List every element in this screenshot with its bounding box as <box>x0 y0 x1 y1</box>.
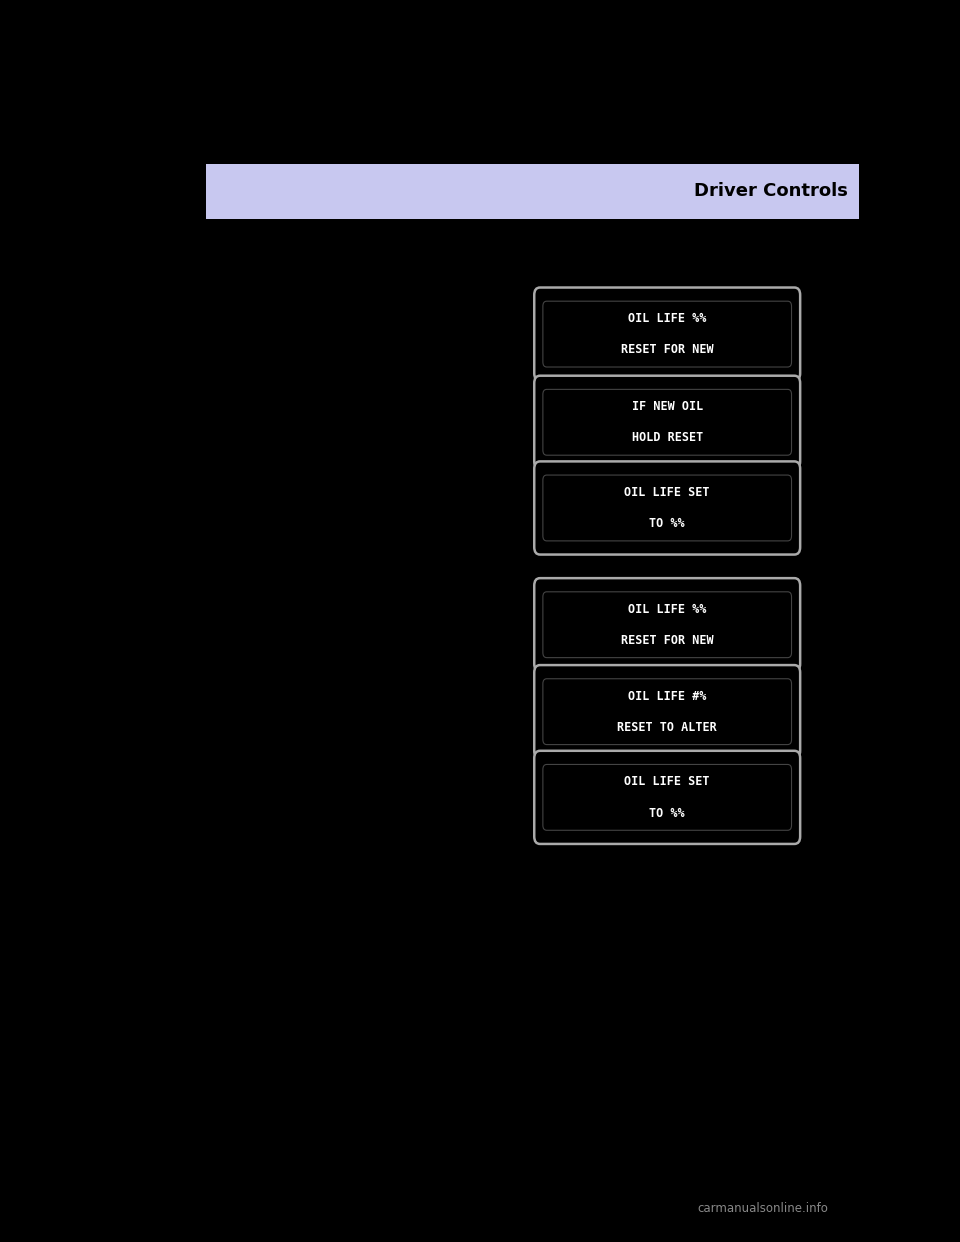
Text: Driver Controls: Driver Controls <box>694 183 848 200</box>
Text: HOLD RESET: HOLD RESET <box>632 431 703 445</box>
FancyBboxPatch shape <box>534 375 800 468</box>
Text: carmanualsonline.info: carmanualsonline.info <box>698 1202 828 1215</box>
FancyBboxPatch shape <box>534 579 800 671</box>
Text: OIL LIFE %%: OIL LIFE %% <box>628 312 707 325</box>
FancyBboxPatch shape <box>206 164 859 219</box>
Text: TO %%: TO %% <box>649 517 685 530</box>
FancyBboxPatch shape <box>534 462 800 554</box>
Text: OIL LIFE SET: OIL LIFE SET <box>624 775 710 789</box>
Text: RESET FOR NEW: RESET FOR NEW <box>621 633 713 647</box>
Text: TO %%: TO %% <box>649 806 685 820</box>
FancyBboxPatch shape <box>534 666 800 758</box>
Text: RESET FOR NEW: RESET FOR NEW <box>621 343 713 356</box>
Text: OIL LIFE SET: OIL LIFE SET <box>624 486 710 499</box>
Text: OIL LIFE #%: OIL LIFE #% <box>628 689 707 703</box>
Text: RESET TO ALTER: RESET TO ALTER <box>617 720 717 734</box>
FancyBboxPatch shape <box>534 288 800 380</box>
Text: IF NEW OIL: IF NEW OIL <box>632 400 703 414</box>
FancyBboxPatch shape <box>534 750 800 845</box>
Text: OIL LIFE %%: OIL LIFE %% <box>628 602 707 616</box>
